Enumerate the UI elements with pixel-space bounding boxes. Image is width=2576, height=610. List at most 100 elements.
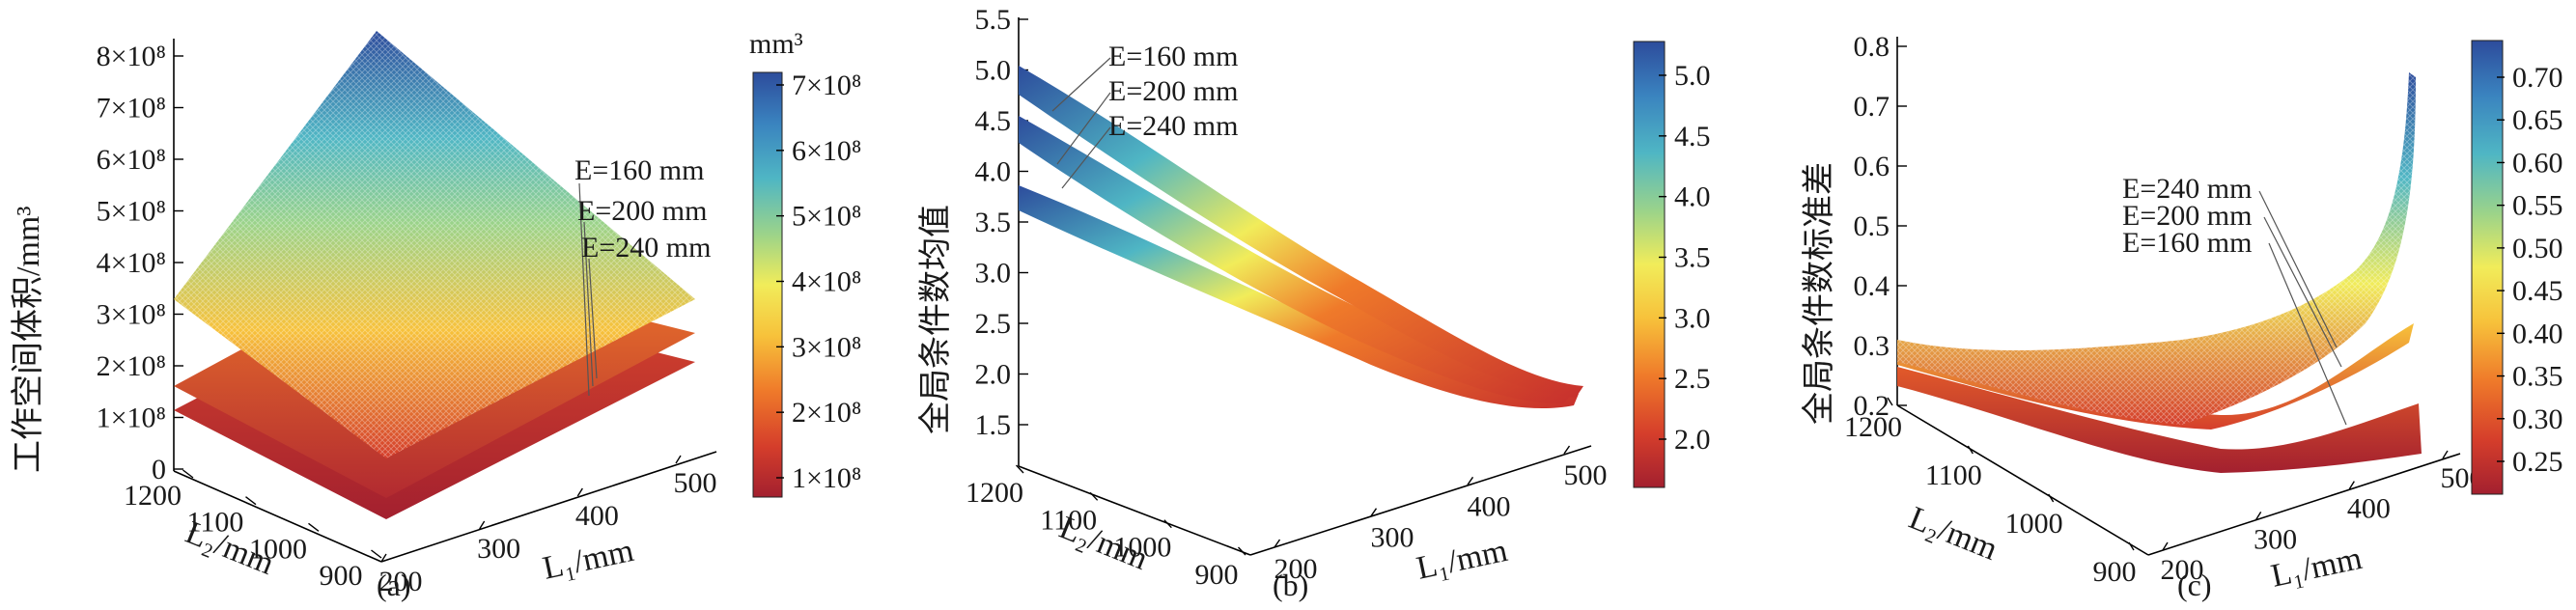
y-axis-b-tick-mark: [1274, 539, 1281, 548]
x-axis-c-tick-label: 1200: [1844, 411, 1902, 443]
z-axis-a-tick-label: 8×10⁸: [97, 41, 166, 72]
colorbar-a-tick-label: 5×10⁸: [792, 201, 861, 233]
label-e200-c: E=200 mm: [2122, 200, 2252, 232]
colorbar-c-tick-label: 0.65: [2512, 104, 2563, 136]
z-axis-b-tick-label: 4.5: [975, 105, 1012, 137]
surface-e200-c: [1897, 323, 2414, 430]
x-axis-a-tick-mark: [371, 549, 382, 559]
x-axis-a-tick-label: 1100: [187, 507, 244, 539]
x-axis-a-tick-label: 1200: [124, 480, 182, 512]
y-axis-a-tick-mark: [479, 520, 486, 530]
colorbar-b-tick-label: 5.0: [1674, 60, 1711, 92]
z-ticks-a: 0 1×10⁸ 2×10⁸ 3×10⁸ 4×10⁸ 5×10⁸ 6×10⁸ 7×10⁸ 8×10…: [97, 41, 183, 485]
z-axis-c-tick-label: 0.2: [1854, 390, 1890, 422]
x-axis-c-tick-mark: [2128, 541, 2135, 551]
x-axis-a-tick-label: 1000: [249, 533, 307, 565]
leader-e160-a: [578, 182, 590, 397]
colorbar-c-tick-label: 0.35: [2512, 361, 2563, 393]
z-axis-a-tick-label: 6×10⁸: [97, 144, 166, 176]
z-axis-b-tick-label: 1.5: [975, 409, 1012, 441]
x-ticks-b: 1200 1100 1000 900: [966, 464, 1246, 591]
leader-e200-b: [1056, 92, 1111, 165]
x-axis-b-tick-mark: [1015, 464, 1024, 474]
z-axis-b-tick-label: 2.5: [975, 308, 1012, 340]
surface-mesh-a: [174, 31, 695, 458]
leader-e200-c: [2263, 216, 2342, 368]
x-ticks-c: 1200 1100 1000 900: [1844, 397, 2137, 588]
z-axis-a-tick-label: 1×10⁸: [97, 402, 166, 434]
colorbar-b-tick-label: 3.0: [1674, 302, 1711, 334]
label-e160-b: E=160 mm: [1108, 41, 1238, 72]
z-axis-b-tick-label: 5.0: [975, 55, 1012, 87]
colorbar-a-tick-label: 2×10⁸: [792, 397, 861, 429]
y-axis-b: [1249, 445, 1592, 556]
y-axis-c-tick-label: 200: [2161, 554, 2204, 586]
colorbar-a-tick-label: 4×10⁸: [792, 266, 861, 298]
x-axis-label-c: L₂/mm: [1904, 500, 2002, 568]
y-axis-a-tick-label: 400: [575, 500, 619, 532]
leader-e160-c: [2268, 242, 2347, 426]
panel-c: 0.20.30.40.50.60.70.8 E=240 mm E=200 mm …: [1801, 31, 2563, 602]
y-axis-c-tick-mark: [2442, 450, 2449, 459]
colorbar-ticks-c: 0.25 0.30 0.35 0.40 0.45 0.50 0.55 0.60 0.65 0.70: [2497, 62, 2563, 478]
z-axis-b-tick-label: 2.0: [975, 359, 1012, 391]
caption-b: (b): [1273, 568, 1308, 602]
y-axis-c: [2147, 453, 2461, 556]
colorbar-b-tick-label: 2.0: [1674, 424, 1711, 456]
z-axis-a-tick-label: 5×10⁸: [97, 196, 166, 228]
y-axis-a-tick-label: 200: [379, 566, 423, 597]
x-axis-c-tick-label: 1100: [1925, 459, 1982, 491]
x-axis-label-b: L₂/mm: [1054, 510, 1153, 577]
x-axis-b-tick-label: 900: [1195, 559, 1239, 591]
label-e160-a: E=160 mm: [574, 154, 704, 186]
leader-e160-b: [1051, 57, 1111, 112]
z-ticks-b: 1.5 2.0 2.5 3.0 3.5 4.0 4.5 5.0 5.5: [975, 4, 1028, 441]
x-axis-b-tick-mark: [1089, 491, 1099, 501]
z-axis-c-tick-label: 0.7: [1854, 91, 1890, 123]
x-axis-b-tick-label: 1000: [1113, 532, 1171, 564]
label-e240-b: E=240 mm: [1108, 110, 1238, 142]
y-axis-a-tick-label: 300: [477, 533, 520, 565]
x-axis-b: [1018, 465, 1251, 556]
y-axis-c-tick-mark: [2255, 511, 2262, 520]
y-axis-c-tick-mark: [2162, 541, 2169, 551]
z-axis-label-b: 全局条件数均值: [917, 205, 954, 434]
colorbar-c-tick-label: 0.25: [2512, 446, 2563, 478]
x-axis-a: [173, 470, 382, 563]
colorbar-a: [752, 71, 783, 498]
leader-e240-b: [1061, 126, 1111, 189]
colorbar-ticks-a: 1×10⁸ 2×10⁸ 3×10⁸ 4×10⁸ 5×10⁸ 6×10⁸ 7×10⁸: [776, 69, 861, 494]
leader-e240-c: [2258, 190, 2338, 348]
y-ticks-a: 200 300 400 500: [379, 455, 717, 597]
x-axis-a-tick-mark: [308, 522, 320, 532]
z-axis-a-tick-label: 7×10⁸: [97, 93, 166, 125]
colorbar-a-tick-label: 3×10⁸: [792, 331, 861, 363]
colorbar-c-tick-label: 0.45: [2512, 275, 2563, 307]
colorbar-c-tick-label: 0.55: [2512, 190, 2563, 222]
colorbar-a-tick-label: 1×10⁸: [792, 462, 861, 494]
y-axis-b-tick-mark: [1467, 476, 1474, 485]
z-axis-c-tick-label: 0.5: [1854, 210, 1890, 242]
y-axis-a: [380, 451, 717, 563]
y-ticks-b: 200 300 400 500: [1274, 445, 1608, 585]
y-axis-a-tick-label: 500: [674, 467, 717, 499]
label-e200-a: E=200 mm: [577, 195, 707, 227]
y-axis-c-tick-label: 400: [2347, 493, 2391, 525]
y-axis-b-tick-label: 200: [1274, 553, 1318, 585]
x-axis-a-tick-mark: [245, 496, 257, 506]
x-axis-b-tick-mark: [1163, 519, 1172, 529]
label-e240-c: E=240 mm: [2122, 173, 2252, 205]
z-axis-c-tick-label: 0.3: [1854, 330, 1890, 362]
z-ticks-c: 0.2 0.3 0.4 0.5 0.6 0.7 0.8: [1854, 31, 1907, 422]
surface-mesh-c: [1897, 72, 2416, 425]
z-axis-c-tick-label: 0.4: [1854, 270, 1890, 302]
colorbar-c-tick-label: 0.60: [2512, 147, 2563, 179]
caption-a: (a): [377, 568, 411, 602]
x-axis-b-tick-label: 1100: [1040, 504, 1097, 536]
x-axis-c-tick-label: 900: [2093, 556, 2137, 588]
x-axis-b-tick-mark: [1237, 546, 1246, 556]
z-axis-label-a: 工作空间体积/mm³: [10, 206, 46, 473]
colorbar-ticks-b: 2.0 2.5 3.0 3.5 4.0 4.5 5.0: [1659, 60, 1711, 456]
